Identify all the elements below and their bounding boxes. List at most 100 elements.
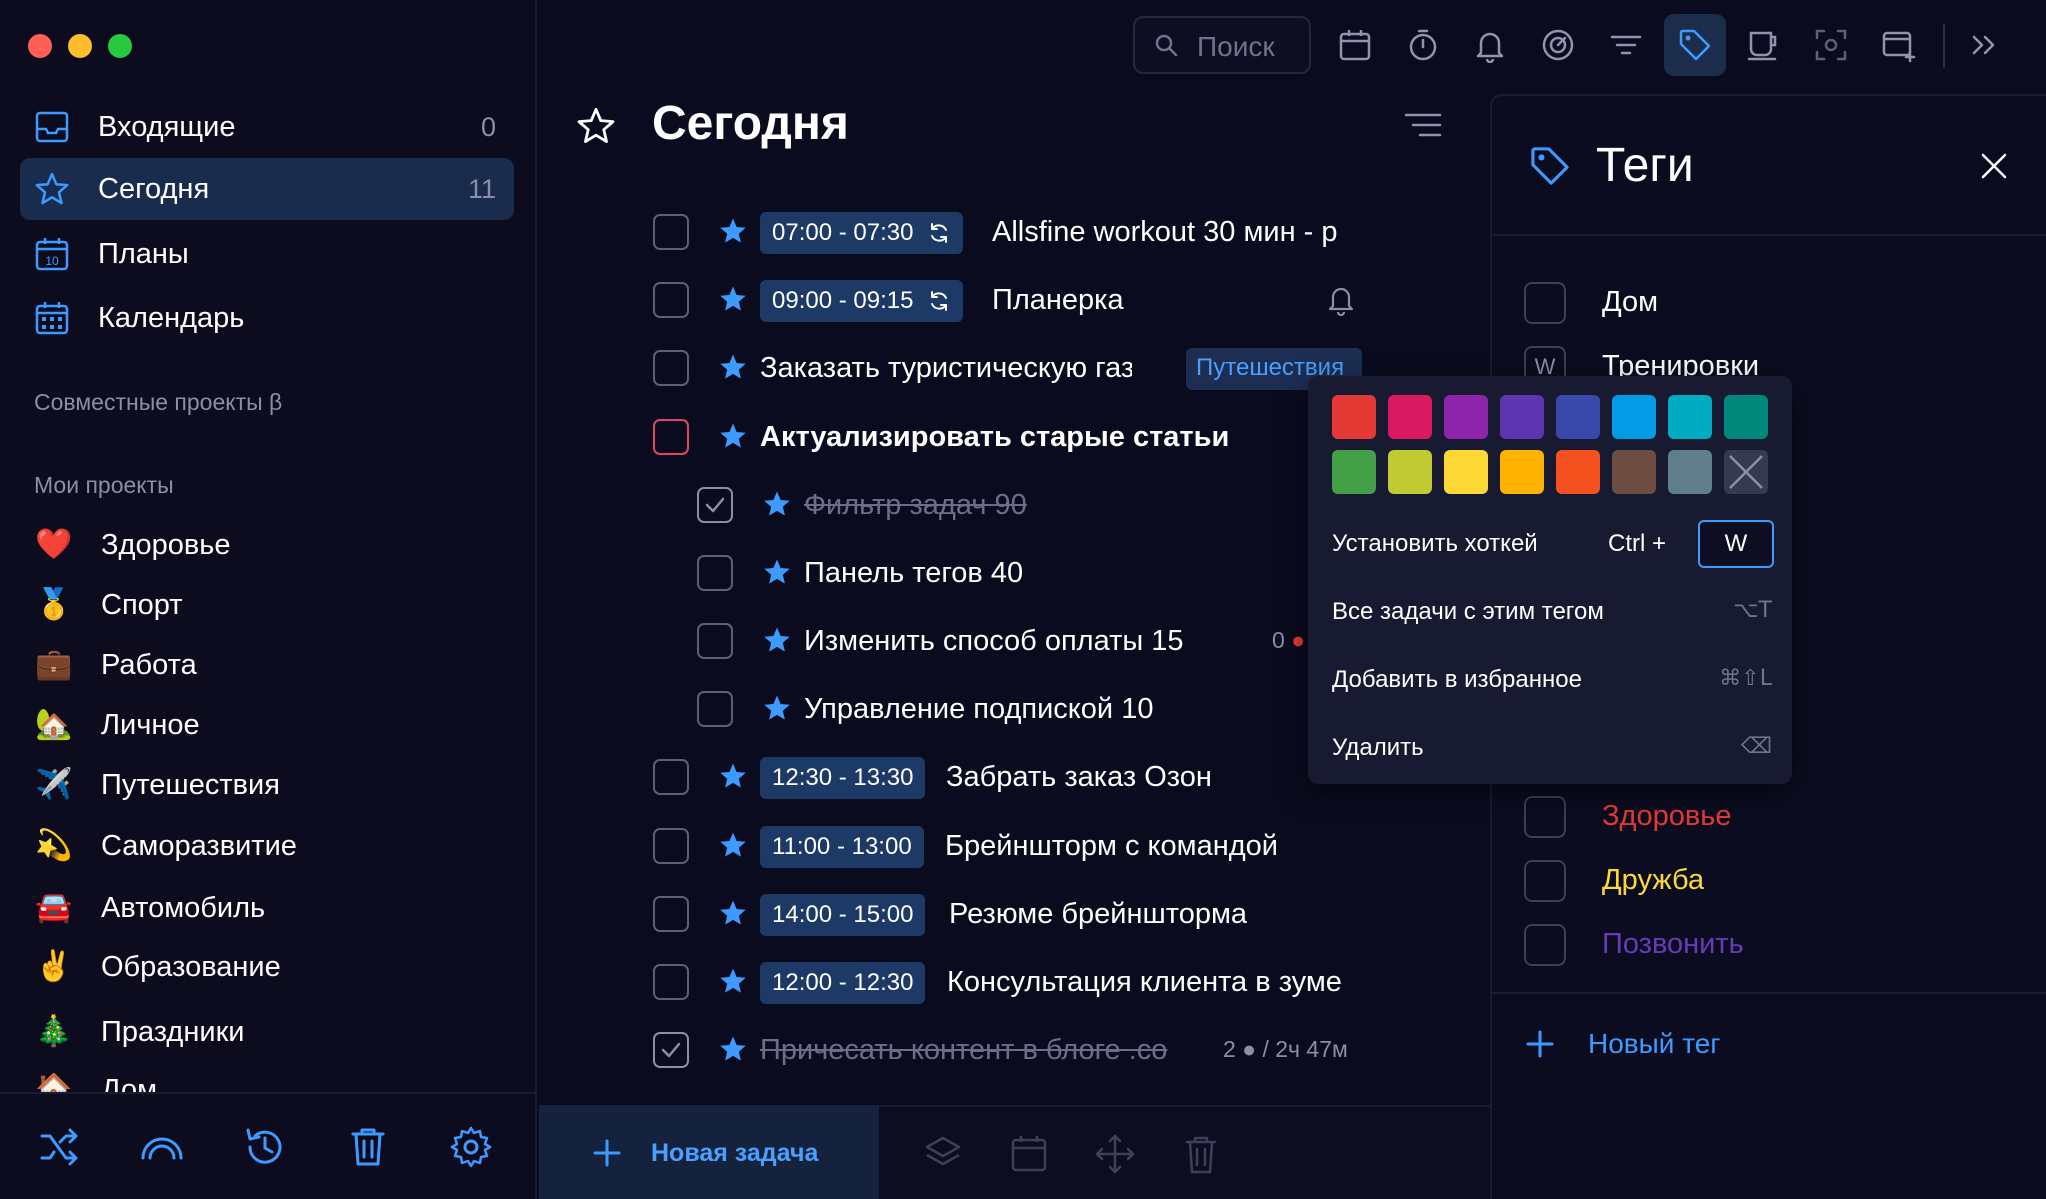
color-swatch-lime[interactable] <box>1388 450 1432 494</box>
delete-tag-item[interactable]: Удалить ⌫ <box>1332 726 1772 770</box>
star-icon[interactable] <box>762 693 792 723</box>
star-icon[interactable] <box>718 352 748 382</box>
task-row[interactable]: 09:00 - 09:15 Планерка <box>640 272 1360 328</box>
task-checkbox[interactable] <box>653 964 689 1000</box>
task-row[interactable]: 12:30 - 13:30 Забрать заказ Озон <box>640 749 1360 805</box>
task-row[interactable]: 12:00 - 12:30 Консультация клиента в зум… <box>640 954 1360 1010</box>
focus-button[interactable] <box>1527 14 1589 76</box>
tag-item[interactable]: Дом <box>1524 274 2024 330</box>
close-window-button[interactable] <box>28 34 52 58</box>
new-tag-button[interactable]: Новый тег <box>1524 1016 1924 1072</box>
trash-icon[interactable] <box>1179 1132 1223 1176</box>
rainbow-icon[interactable] <box>139 1124 185 1170</box>
time-chip[interactable]: 11:00 - 13:00 <box>760 826 924 868</box>
color-swatch-amber[interactable] <box>1500 450 1544 494</box>
trash-icon[interactable] <box>345 1124 391 1170</box>
task-row[interactable]: 07:00 - 07:30 Allsfine workout 30 мин - … <box>640 204 1360 260</box>
task-checkbox[interactable] <box>697 555 733 591</box>
task-row[interactable]: Актуализировать старые статьи <box>640 409 1360 465</box>
star-icon[interactable] <box>718 421 748 451</box>
star-icon[interactable] <box>718 966 748 996</box>
tag-checkbox[interactable] <box>1524 282 1566 324</box>
time-chip[interactable]: 14:00 - 15:00 <box>760 894 926 936</box>
layers-icon[interactable] <box>921 1132 965 1176</box>
no-color-swatch[interactable] <box>1724 450 1768 494</box>
tag-item[interactable]: Позвонить <box>1524 916 2024 972</box>
gear-icon[interactable] <box>448 1124 494 1170</box>
calendar-icon[interactable] <box>1007 1132 1051 1176</box>
subtask-row[interactable]: Фильтр задач 90 <box>640 477 1360 533</box>
time-chip[interactable]: 07:00 - 07:30 <box>760 212 964 254</box>
color-swatch-indigo[interactable] <box>1556 395 1600 439</box>
color-swatch-teal[interactable] <box>1724 395 1768 439</box>
maximize-window-button[interactable] <box>108 34 132 58</box>
color-swatch-cyan[interactable] <box>1668 395 1712 439</box>
history-icon[interactable] <box>242 1124 288 1170</box>
color-swatch-orange[interactable] <box>1556 450 1600 494</box>
task-checkbox[interactable] <box>653 214 689 250</box>
tags-button[interactable] <box>1664 14 1726 76</box>
project-item[interactable]: ❤️ Здоровье <box>20 517 514 573</box>
break-button[interactable] <box>1732 14 1794 76</box>
reminders-button[interactable] <box>1459 14 1521 76</box>
color-swatch-deep-purple[interactable] <box>1500 395 1544 439</box>
subtask-row[interactable]: Управление подпиской 10 <box>640 681 1360 737</box>
minimize-window-button[interactable] <box>68 34 92 58</box>
hotkey-input[interactable]: W <box>1698 520 1774 568</box>
search-input[interactable]: Поиск <box>1133 16 1311 74</box>
task-row[interactable]: Причесать контент в блоге .co 2 ● / 2ч 4… <box>640 1022 1360 1078</box>
expand-panel-button[interactable] <box>1953 14 2015 76</box>
my-projects-heading[interactable]: Мои проекты <box>34 472 174 498</box>
task-checkbox[interactable] <box>653 896 689 932</box>
project-item[interactable]: 🚘 Автомобиль <box>20 880 514 936</box>
color-swatch-light-blue[interactable] <box>1612 395 1656 439</box>
color-swatch-pink[interactable] <box>1388 395 1432 439</box>
star-icon[interactable] <box>718 761 748 791</box>
task-checkbox[interactable] <box>697 691 733 727</box>
add-window-button[interactable] <box>1868 14 1930 76</box>
filter-button[interactable] <box>1595 14 1657 76</box>
color-swatch-yellow[interactable] <box>1444 450 1488 494</box>
tag-checkbox[interactable] <box>1524 924 1566 966</box>
project-item[interactable]: 🎄 Праздники <box>20 1004 514 1060</box>
task-checkbox[interactable] <box>653 282 689 318</box>
tag-checkbox[interactable] <box>1524 796 1566 838</box>
all-tasks-with-tag-item[interactable]: Все задачи с этим тегом ⌥T <box>1332 590 1772 634</box>
nav-inbox[interactable]: Входящие 0 <box>20 96 514 158</box>
bell-icon[interactable] <box>1326 284 1356 316</box>
new-task-button[interactable]: Новая задача <box>539 1105 879 1199</box>
star-icon[interactable] <box>718 284 748 314</box>
shared-projects-heading[interactable]: Совместные проекты β <box>34 389 283 415</box>
close-icon[interactable] <box>1978 150 2010 182</box>
star-icon[interactable] <box>718 830 748 860</box>
shuffle-icon[interactable] <box>36 1124 82 1170</box>
star-icon[interactable] <box>762 625 792 655</box>
tag-item[interactable]: Здоровье <box>1524 788 2024 844</box>
tag-item[interactable]: Дружба <box>1524 852 2024 908</box>
nav-calendar[interactable]: Календарь <box>20 287 514 349</box>
task-checkbox-checked[interactable] <box>697 487 733 523</box>
timer-button[interactable] <box>1392 14 1454 76</box>
color-swatch-green[interactable] <box>1332 450 1376 494</box>
color-swatch-brown[interactable] <box>1612 450 1656 494</box>
project-item[interactable]: 💼 Работа <box>20 637 514 693</box>
task-checkbox[interactable] <box>653 350 689 386</box>
star-icon[interactable] <box>762 489 792 519</box>
project-item[interactable]: 🥇 Спорт <box>20 577 514 633</box>
nav-today[interactable]: Сегодня 11 <box>20 158 514 220</box>
star-icon[interactable] <box>718 216 748 246</box>
nav-plans[interactable]: 10 Планы <box>20 223 514 285</box>
tag-checkbox[interactable] <box>1524 860 1566 902</box>
task-checkbox[interactable] <box>697 623 733 659</box>
time-chip[interactable]: 12:30 - 13:30 <box>760 757 926 799</box>
task-row[interactable]: 14:00 - 15:00 Резюме брейншторма <box>640 886 1360 942</box>
project-item[interactable]: ✈️ Путешествия <box>20 757 514 813</box>
time-chip[interactable]: 12:00 - 12:30 <box>760 962 926 1004</box>
task-row[interactable]: Заказать туристическую газ Путешествия <box>640 340 1362 396</box>
star-icon[interactable] <box>718 898 748 928</box>
color-swatch-purple[interactable] <box>1444 395 1488 439</box>
project-item[interactable]: 🏡 Личное <box>20 697 514 753</box>
add-to-favorites-item[interactable]: Добавить в избранное ⌘⇧L <box>1332 658 1772 702</box>
move-icon[interactable] <box>1093 1132 1137 1176</box>
color-swatch-red[interactable] <box>1332 395 1376 439</box>
